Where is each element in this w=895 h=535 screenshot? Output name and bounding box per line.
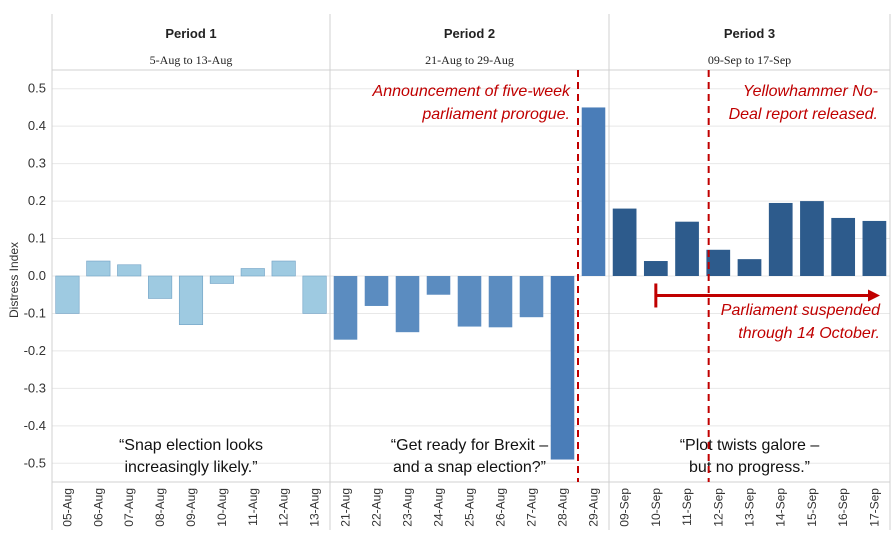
bar (395, 276, 420, 333)
bar (148, 275, 173, 299)
bar (364, 276, 389, 306)
y-axis-label: Distress Index (7, 242, 21, 318)
bar (457, 276, 482, 327)
panel-title: Period 3 (724, 26, 775, 41)
bar (800, 201, 824, 276)
panel-title: Period 1 (165, 26, 216, 41)
bar (271, 260, 296, 277)
prorogue-annotation: parliament prorogue. (421, 106, 570, 123)
x-tick-label: 10-Sep (649, 488, 663, 527)
suspension-annotation: Parliament suspended (721, 302, 881, 319)
x-tick-label: 26-Aug (494, 488, 508, 527)
panel-date-range: 21-Aug to 29-Aug (425, 53, 514, 67)
y-tick-label: -0.3 (24, 380, 46, 395)
x-tick-label: 11-Aug (246, 488, 260, 526)
x-tick-label: 13-Sep (743, 488, 757, 527)
x-tick-label: 13-Aug (308, 488, 322, 527)
x-tick-label: 16-Sep (836, 488, 850, 527)
x-tick-label: 15-Sep (805, 488, 819, 527)
bar (675, 221, 699, 276)
x-tick-label: 27-Aug (525, 488, 539, 527)
suspension-arrow-head (868, 289, 880, 302)
x-tick-label: 21-Aug (339, 488, 353, 527)
y-tick-label: -0.4 (24, 418, 46, 433)
bar (643, 261, 668, 276)
bar (178, 275, 204, 325)
yellowhammer-annotation: Yellowhammer No- (743, 83, 878, 100)
bar (768, 202, 793, 276)
y-tick-label: 0.1 (28, 231, 46, 246)
x-tick-label: 10-Aug (215, 488, 229, 527)
panel-quote: increasingly likely.” (124, 459, 257, 476)
x-tick-label: 09-Aug (184, 488, 198, 527)
bar (86, 260, 111, 277)
y-tick-label: 0.0 (28, 268, 46, 283)
x-tick-label: 12-Sep (711, 488, 725, 527)
panel-quote: “Snap election looks (119, 437, 263, 454)
y-tick-label: 0.3 (28, 156, 46, 171)
x-tick-label: 24-Aug (432, 488, 446, 527)
bar (737, 259, 762, 276)
suspension-annotation: through 14 October. (738, 325, 880, 342)
bar (519, 276, 544, 318)
bar (831, 217, 856, 276)
x-tick-label: 14-Sep (774, 488, 788, 527)
y-tick-label: 0.4 (28, 118, 46, 133)
bar (612, 208, 637, 276)
panel-title: Period 2 (444, 26, 495, 41)
x-tick-label: 11-Sep (680, 488, 694, 526)
bar (550, 276, 575, 460)
x-tick-label: 12-Aug (277, 488, 291, 527)
y-tick-label: -0.2 (24, 343, 46, 358)
bar (117, 264, 142, 277)
bar (488, 276, 513, 328)
x-tick-label: 22-Aug (370, 488, 384, 527)
bar (55, 275, 80, 314)
x-tick-label: 05-Aug (60, 488, 74, 527)
x-tick-label: 28-Aug (556, 488, 570, 527)
bar (240, 268, 265, 277)
panel-header-area (52, 14, 890, 70)
panel-quote: “Plot twists galore – (680, 437, 820, 454)
panel-date-range: 09-Sep to 17-Sep (708, 53, 791, 67)
x-tick-label: 07-Aug (122, 488, 136, 527)
bar (862, 220, 887, 276)
bar (426, 276, 451, 295)
bar (302, 275, 327, 314)
y-tick-label: -0.5 (24, 455, 46, 470)
x-tick-label: 06-Aug (91, 488, 105, 527)
x-tick-label: 23-Aug (401, 488, 415, 527)
bar (333, 276, 358, 340)
panel-quote: “Get ready for Brexit – (391, 437, 548, 454)
bar (209, 275, 234, 284)
y-tick-label: 0.5 (28, 81, 46, 96)
bar (581, 107, 606, 276)
y-tick-label: -0.1 (24, 305, 46, 320)
panel-quote: and a snap election?” (393, 459, 546, 476)
prorogue-annotation: Announcement of five-week (372, 83, 571, 100)
panel-date-range: 5-Aug to 13-Aug (150, 53, 233, 67)
panel-quote: but no progress.” (689, 459, 810, 476)
x-tick-label: 29-Aug (587, 488, 601, 527)
x-tick-label: 25-Aug (463, 488, 477, 527)
x-tick-label: 17-Sep (867, 488, 881, 527)
yellowhammer-annotation: Deal report released. (729, 106, 878, 123)
x-tick-label: 09-Sep (618, 488, 632, 527)
x-tick-label: 08-Aug (153, 488, 167, 527)
y-tick-label: 0.2 (28, 193, 46, 208)
bar (706, 249, 731, 276)
